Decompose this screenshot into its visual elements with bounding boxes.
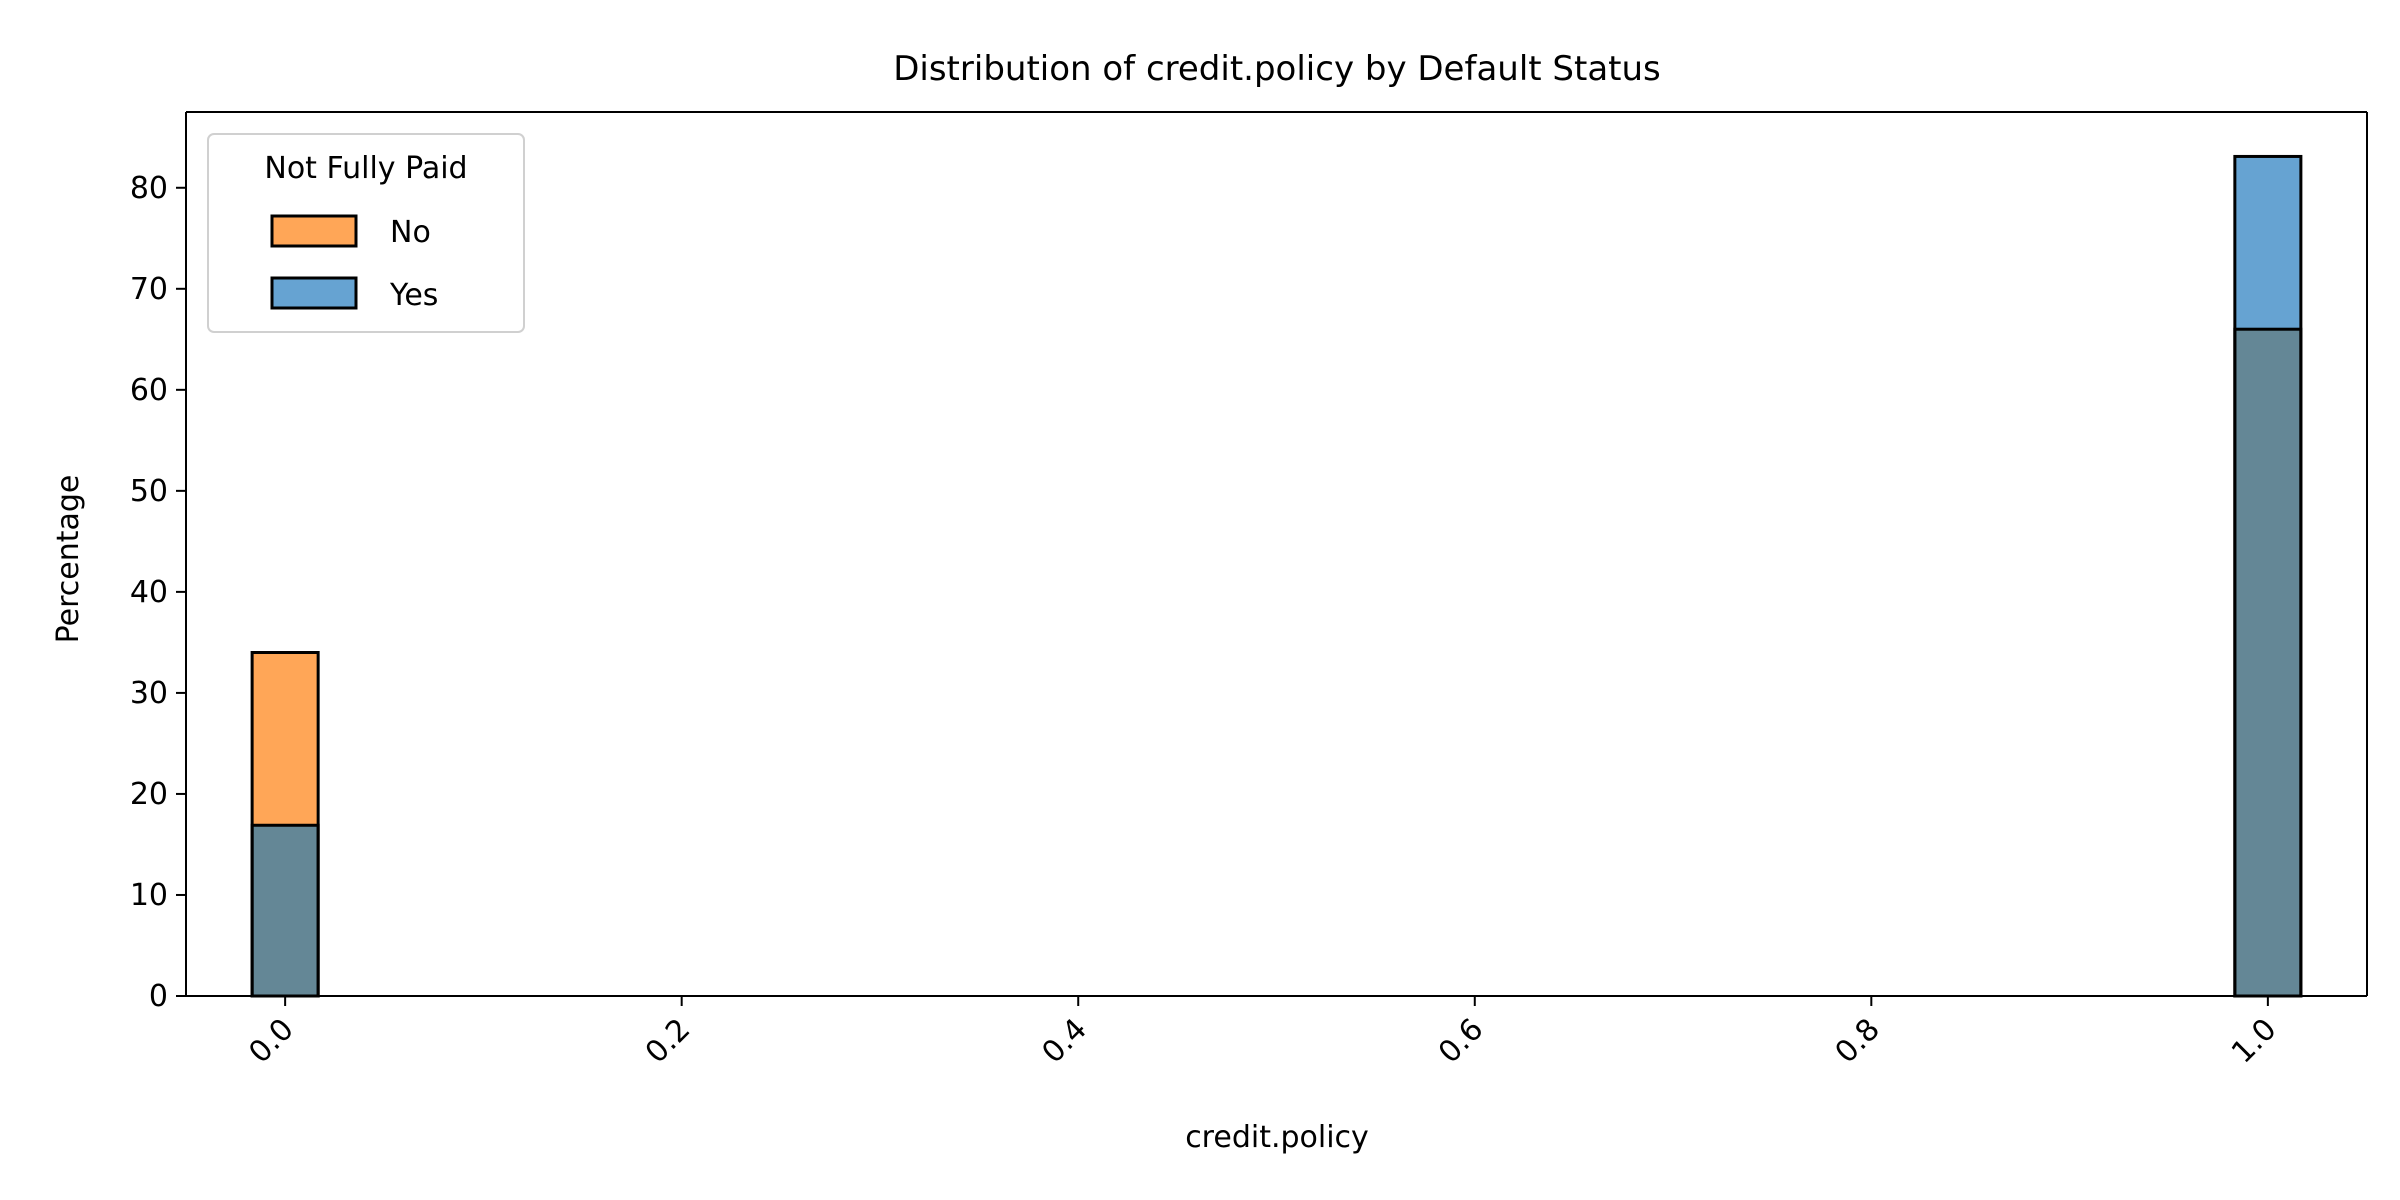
legend-label-yes: Yes [389, 278, 438, 313]
histogram-bar-upper-yes-1 [2234, 156, 2301, 330]
histogram-bar-overlap-0 [252, 825, 319, 996]
legend-swatch-no [270, 214, 358, 248]
y-tick-label-8: 80 [130, 171, 168, 206]
y-tick-label-1: 10 [130, 878, 168, 913]
y-tick-label-3: 30 [130, 676, 168, 711]
legend: Not Fully Paid No Yes [207, 133, 525, 333]
x-tick-label-1: 0.2 [639, 1012, 697, 1070]
plot-background [186, 112, 2367, 996]
y-tick-label-4: 40 [130, 575, 168, 610]
y-tick-label-6: 60 [130, 373, 168, 408]
legend-title: Not Fully Paid [264, 151, 467, 186]
x-tick-label-4: 0.8 [1828, 1012, 1886, 1070]
x-axis-label: credit.policy [1185, 1120, 1369, 1155]
x-tick-label-0: 0.0 [242, 1012, 300, 1070]
y-tick-label-7: 70 [130, 272, 168, 307]
y-tick-label-5: 50 [130, 474, 168, 509]
chart-title: Distribution of credit.policy by Default… [893, 49, 1661, 89]
histogram-bar-overlap-1 [2234, 329, 2301, 996]
legend-label-no: No [390, 215, 431, 250]
histogram-bar-upper-no-0 [252, 652, 319, 826]
x-tick-label-2: 0.4 [1035, 1012, 1093, 1070]
legend-swatch-yes [270, 276, 358, 310]
y-tick-label-2: 20 [130, 777, 168, 812]
y-tick-label-0: 0 [149, 979, 168, 1014]
y-axis-label: Percentage [51, 475, 86, 644]
x-tick-label-3: 0.6 [1432, 1012, 1490, 1070]
x-tick-label-5: 1.0 [2225, 1012, 2283, 1070]
plot-area: 0 10 20 30 40 50 60 70 80 0.0 0.2 0.4 0.6 0.8 1.0 [130, 111, 2368, 1070]
